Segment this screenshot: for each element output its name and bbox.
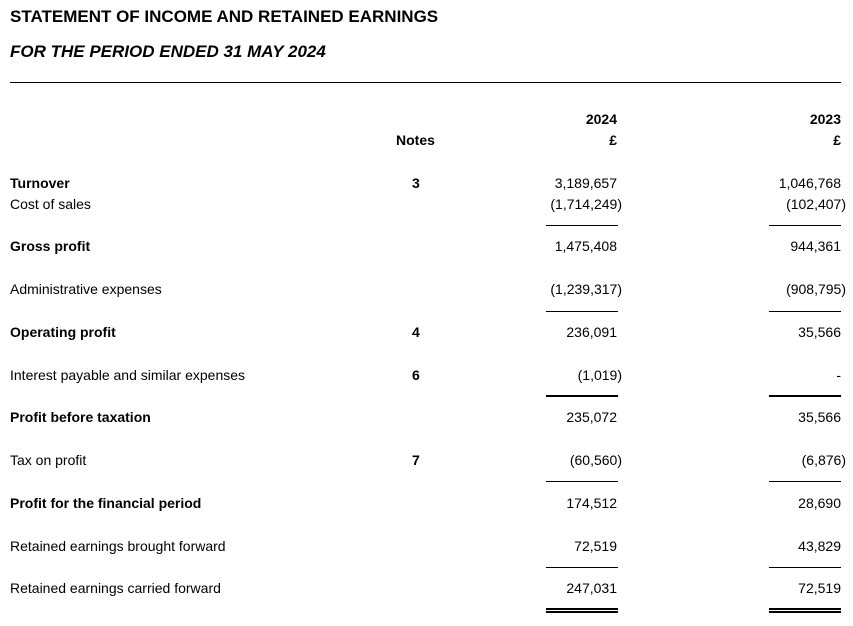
double-underline <box>546 608 618 613</box>
row-value-prior: 43,829 <box>798 538 841 554</box>
subtotal-line <box>769 311 841 312</box>
row-label: Retained earnings carried forward <box>10 580 221 596</box>
year-prior-header: 2023 <box>809 111 841 127</box>
row-value-prior: 1,046,768 <box>778 175 841 191</box>
row-label: Profit before taxation <box>10 409 151 425</box>
row-value-prior: 28,690 <box>798 495 841 511</box>
double-underline <box>769 608 841 613</box>
subtotal-line <box>769 567 841 568</box>
row-value-current: (60,560) <box>569 452 622 468</box>
subtotal-line <box>546 481 618 482</box>
row-label: Administrative expenses <box>10 281 162 297</box>
row-label: Retained earnings brought forward <box>10 538 226 554</box>
row-value-prior: (908,795) <box>786 281 846 297</box>
subtotal-line <box>546 225 618 226</box>
row-value-prior: (102,407) <box>786 196 846 212</box>
subtotal-line <box>546 311 618 312</box>
row-value-prior: (6,876) <box>801 452 846 468</box>
row-value-current: 235,072 <box>566 409 617 425</box>
row-label: Profit for the financial period <box>10 495 202 511</box>
subtotal-line <box>769 481 841 482</box>
subtotal-line <box>769 395 841 397</box>
notes-header: Notes <box>396 132 435 148</box>
row-value-current: (1,714,249) <box>550 196 622 212</box>
row-value-current: (1,239,317) <box>550 281 622 297</box>
row-label: Cost of sales <box>10 196 91 212</box>
row-value-current: 72,519 <box>574 538 617 554</box>
currency-prior-header: £ <box>833 132 841 148</box>
header-divider <box>10 82 841 83</box>
row-label: Gross profit <box>10 238 91 254</box>
row-value-current: 236,091 <box>566 324 617 340</box>
row-note: 3 <box>412 175 420 191</box>
row-value-current: (1,019) <box>577 367 622 383</box>
page-title: STATEMENT OF INCOME AND RETAINED EARNING… <box>10 7 439 26</box>
row-label: Turnover <box>10 175 70 191</box>
subtotal-line <box>769 225 841 226</box>
row-note: 4 <box>412 324 420 340</box>
row-value-current: 1,475,408 <box>554 238 617 254</box>
row-label: Operating profit <box>10 324 116 340</box>
row-value-prior: 35,566 <box>798 409 841 425</box>
row-value-prior: 35,566 <box>798 324 841 340</box>
row-value-current: 247,031 <box>566 580 617 596</box>
currency-current-header: £ <box>609 132 617 148</box>
row-label: Interest payable and similar expenses <box>10 367 246 383</box>
row-note: 6 <box>412 367 420 383</box>
row-value-current: 3,189,657 <box>554 175 617 191</box>
year-current-header: 2024 <box>585 111 617 127</box>
page-subtitle: FOR THE PERIOD ENDED 31 MAY 2024 <box>10 42 326 61</box>
subtotal-line <box>546 395 618 397</box>
row-label: Tax on profit <box>10 452 87 468</box>
subtotal-line <box>546 567 618 568</box>
row-note: 7 <box>412 452 420 468</box>
row-value-current: 174,512 <box>566 495 617 511</box>
row-value-prior: 72,519 <box>798 580 841 596</box>
row-value-prior: 944,361 <box>790 238 841 254</box>
row-value-prior: - <box>836 367 841 383</box>
